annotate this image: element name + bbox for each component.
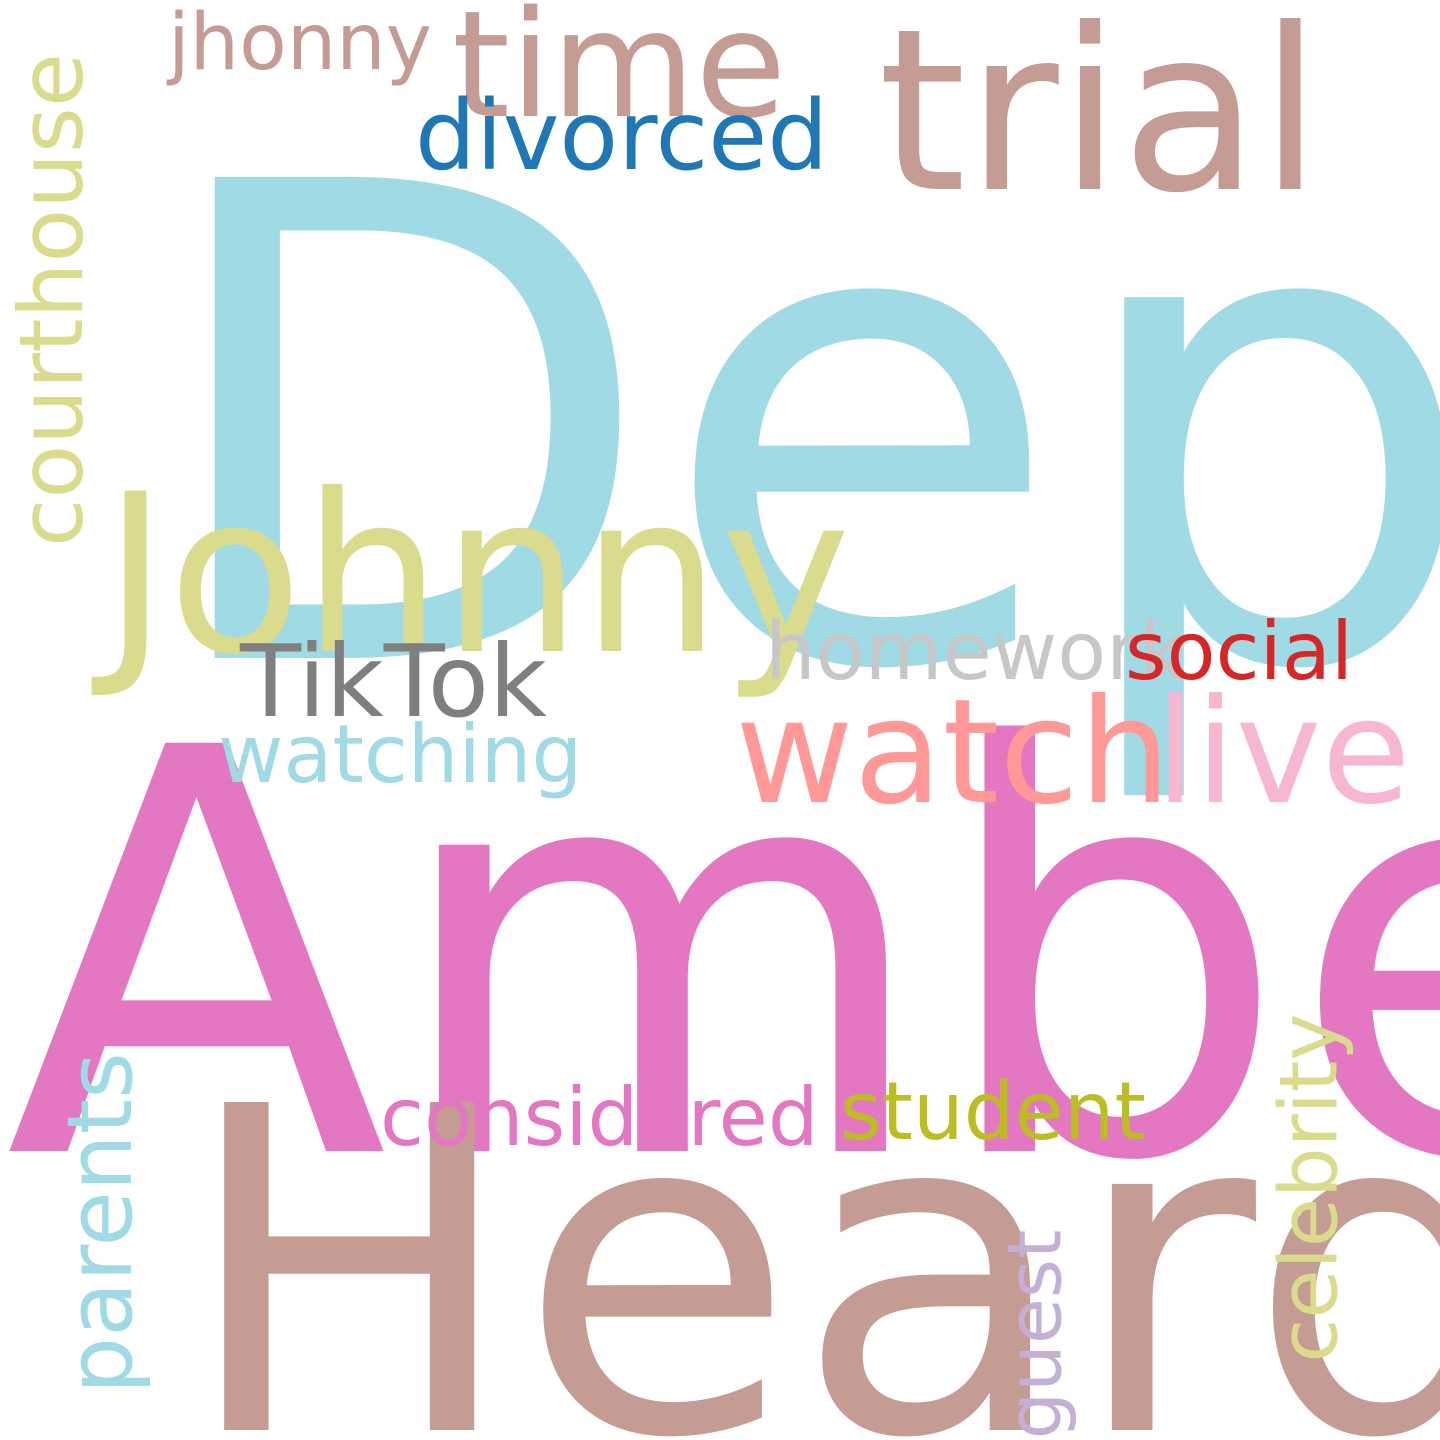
word-johnny: Johnny [103, 447, 851, 703]
word-homework: homework [765, 605, 1186, 698]
word-divorced: divorced [415, 80, 829, 192]
word-guest: guest [990, 1229, 1079, 1440]
word-courthouse: courthouse [0, 52, 104, 548]
word-watching: watching [218, 708, 583, 801]
word-amber: Amber [5, 632, 1440, 1284]
word-student: student [840, 1065, 1146, 1158]
word-live: live [1155, 668, 1411, 837]
word-trial: trial [878, 0, 1322, 243]
word-jhonny: jhonny [168, 0, 432, 88]
word-heard: Heard [180, 1013, 1440, 1440]
word-time: time [452, 0, 787, 151]
word-parents: parents [47, 1052, 153, 1394]
word-social: social [1125, 605, 1354, 698]
word-tiktok: TikTok [240, 623, 547, 740]
word-depp: Depp [150, 45, 1440, 814]
word-celebrity: celebrity [1262, 1013, 1356, 1363]
word-watch: watch [735, 668, 1171, 837]
word-considered: considered [380, 1071, 819, 1164]
